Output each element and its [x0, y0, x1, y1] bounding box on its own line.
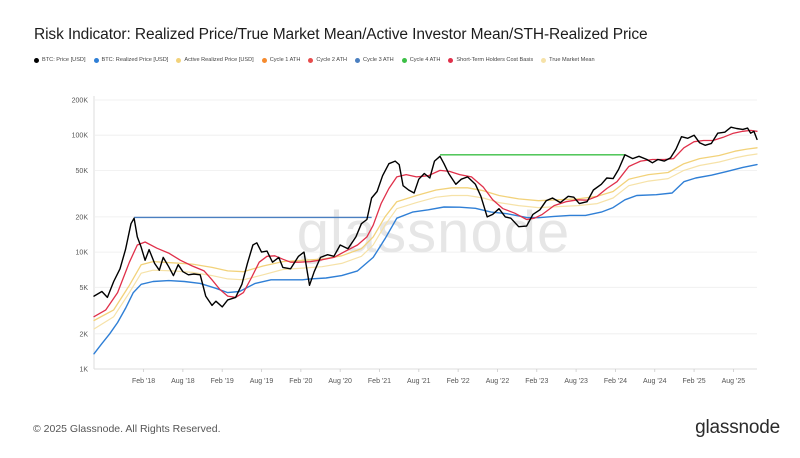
x-tick-label: Feb '19	[211, 378, 234, 385]
x-tick-label: Feb '23	[525, 378, 548, 385]
legend-label: Cycle 1 ATH	[269, 57, 301, 63]
legend-dot-icon	[541, 57, 547, 63]
legend-label: True Market Mean	[549, 57, 595, 63]
series-line-true-market-mean	[93, 153, 758, 330]
y-tick-label: 10K	[76, 250, 89, 257]
x-tick-label: Aug '21	[407, 378, 431, 385]
x-tick-label: Aug '19	[250, 378, 274, 385]
legend-item[interactable]: True Market Mean	[541, 57, 595, 63]
legend-label: Cycle 4 ATH	[409, 57, 441, 63]
legend-item[interactable]: BTC: Price [USD]	[34, 57, 86, 63]
y-tick-label: 2K	[79, 331, 88, 338]
legend-dot-icon	[261, 57, 267, 63]
x-tick-label: Feb '20	[289, 378, 312, 385]
watermark-text: glassnode	[297, 200, 570, 265]
legend-item[interactable]: Cycle 2 ATH	[308, 57, 347, 63]
legend-dot-icon	[448, 57, 454, 63]
legend-label: BTC: Price [USD]	[42, 57, 86, 63]
x-tick-label: Aug '20	[328, 378, 352, 385]
y-tick-label: 1K	[79, 367, 88, 374]
x-tick-label: Feb '22	[447, 378, 470, 385]
legend-item[interactable]: BTC: Realized Price [USD]	[93, 57, 169, 63]
x-tick-label: Aug '23	[564, 378, 588, 385]
legend-dot-icon	[308, 57, 314, 63]
legend-label: Cycle 3 ATH	[363, 57, 394, 63]
legend-item[interactable]: Cycle 4 ATH	[401, 57, 441, 63]
chart-title: Risk Indicator: Realized Price/True Mark…	[34, 26, 648, 43]
brand-logo: glassnode	[695, 417, 780, 438]
legend-dot-icon	[34, 57, 39, 63]
x-tick-label: Aug '18	[171, 378, 195, 385]
legend: BTC: Price [USD] BTC: Realized Price [USD…	[34, 57, 774, 63]
series-line-active-realized	[93, 147, 758, 322]
series-line-btc-price	[93, 126, 758, 308]
legend-label: Cycle 2 ATH	[316, 57, 348, 63]
legend-label: Short-Term Holders Cost Basis	[456, 57, 534, 63]
legend-item[interactable]: Cycle 1 ATH	[261, 57, 301, 63]
x-tick-label: Feb '21	[368, 378, 391, 385]
x-tick-label: Aug '24	[643, 378, 667, 385]
x-tick-label: Aug '25	[722, 378, 746, 385]
legend-dot-icon	[176, 57, 182, 63]
series-line-realized-price	[93, 163, 758, 355]
legend-label: Active Realized Price [USD]	[184, 57, 254, 63]
copyright-text: © 2025 Glassnode. All Rights Reserved.	[33, 423, 221, 435]
legend-label: BTC: Realized Price [USD]	[101, 57, 169, 63]
y-tick-label: 200K	[72, 98, 89, 105]
series-line-sth-cost-basis	[93, 129, 758, 318]
x-tick-label: Aug '22	[486, 378, 510, 385]
legend-item[interactable]: Cycle 3 ATH	[355, 57, 394, 63]
y-tick-label: 100K	[72, 133, 89, 140]
legend-dot-icon	[93, 57, 99, 63]
y-tick-label: 20K	[76, 214, 89, 221]
legend-dot-icon	[401, 57, 407, 63]
legend-item[interactable]: Active Realized Price [USD]	[176, 57, 254, 63]
legend-item[interactable]: Short-Term Holders Cost Basis	[448, 57, 533, 63]
x-tick-label: Feb '24	[604, 378, 627, 385]
x-tick-label: Feb '25	[683, 378, 706, 385]
y-tick-label: 50K	[76, 168, 89, 175]
legend-dot-icon	[355, 57, 361, 63]
y-tick-label: 5K	[79, 285, 88, 292]
x-tick-label: Feb '18	[132, 378, 155, 385]
